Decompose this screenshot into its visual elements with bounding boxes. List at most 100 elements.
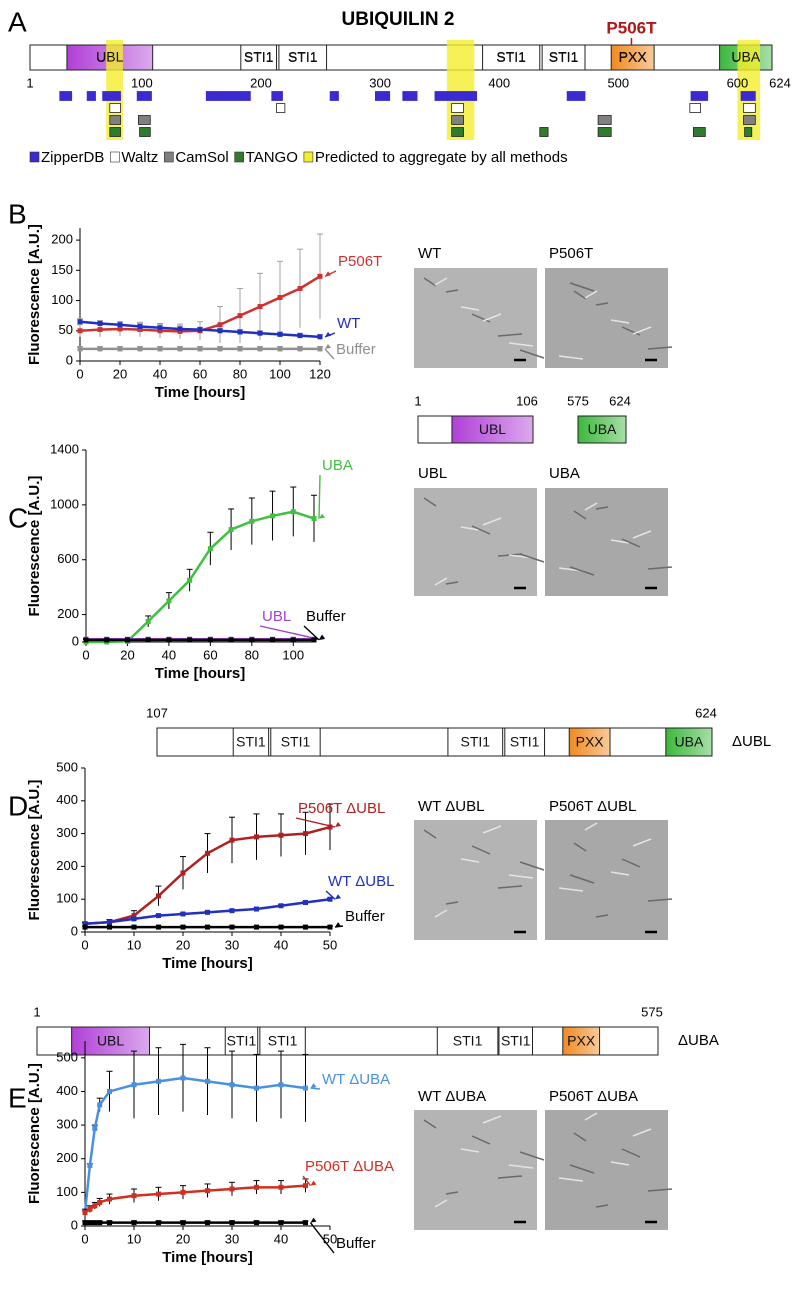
data-point xyxy=(131,916,137,922)
y-tick-label: 200 xyxy=(56,858,78,873)
fibril xyxy=(445,1191,459,1195)
track-segment xyxy=(743,103,756,113)
data-point xyxy=(229,908,235,914)
data-point xyxy=(137,346,143,352)
construct-name: ΔUBA xyxy=(678,1032,719,1049)
legend-swatch xyxy=(164,151,174,163)
panel-label: B xyxy=(8,198,27,229)
fibril xyxy=(460,1148,480,1153)
fibril xyxy=(558,887,584,892)
y-tick-label: 400 xyxy=(56,792,78,807)
fibril xyxy=(434,277,448,286)
micrograph-label: UBL xyxy=(418,465,447,482)
label-arrow xyxy=(334,925,344,928)
residue-tick: 400 xyxy=(488,75,510,90)
domain-label: PXX xyxy=(619,49,648,65)
data-point xyxy=(156,1191,161,1197)
track-segment xyxy=(740,91,756,101)
domain-label: UBL xyxy=(479,421,506,437)
data-point xyxy=(82,921,88,927)
data-point xyxy=(166,598,172,604)
micrograph xyxy=(545,1110,668,1230)
x-tick-label: 80 xyxy=(245,647,259,662)
data-point xyxy=(278,832,284,838)
fibril xyxy=(423,497,437,507)
series-label: Buffer xyxy=(345,908,385,925)
data-point xyxy=(254,834,259,840)
domain-label: STI1 xyxy=(549,49,579,65)
data-point xyxy=(205,1188,210,1194)
data-point xyxy=(303,831,308,837)
domain-label: STI1 xyxy=(510,734,540,750)
track-segment xyxy=(566,91,586,101)
data-point xyxy=(327,924,333,930)
data-point xyxy=(327,824,333,830)
y-tick-label: 100 xyxy=(56,1184,78,1199)
fibril xyxy=(434,909,448,918)
data-point xyxy=(107,1088,112,1094)
y-tick-label: 500 xyxy=(56,759,78,774)
x-tick-label: 50 xyxy=(323,937,337,952)
data-point xyxy=(205,909,210,915)
data-point xyxy=(131,1193,137,1199)
data-point xyxy=(229,1220,235,1226)
arrow-head xyxy=(325,271,331,277)
aggregation-region xyxy=(737,40,761,140)
domain xyxy=(447,727,504,757)
fibril xyxy=(519,349,545,359)
end-label: 575 xyxy=(641,1004,663,1019)
domain xyxy=(482,44,541,71)
data-point xyxy=(180,1189,186,1195)
fibril xyxy=(584,290,598,299)
data-point xyxy=(117,346,123,352)
data-point xyxy=(327,896,333,902)
data-point xyxy=(207,546,213,552)
data-point xyxy=(303,924,308,930)
arrow-head xyxy=(310,1217,317,1223)
fibril xyxy=(647,566,673,570)
data-point xyxy=(217,346,223,352)
domain-label: STI1 xyxy=(268,1033,298,1049)
data-point xyxy=(277,295,283,301)
series-line xyxy=(84,1184,306,1214)
data-point xyxy=(278,903,284,909)
x-axis-title: Time [hours] xyxy=(162,1249,253,1266)
x-axis-title: Time [hours] xyxy=(162,955,253,972)
y-axis-title: Fluorescence [A.U.] xyxy=(26,1063,43,1204)
fibril xyxy=(647,346,673,350)
fibril xyxy=(584,1112,598,1121)
fibril xyxy=(573,842,587,852)
data-point xyxy=(180,1075,186,1081)
data-point xyxy=(107,1196,112,1202)
data-point xyxy=(166,637,172,643)
track-segment xyxy=(109,103,121,113)
data-point xyxy=(290,637,296,643)
domain xyxy=(577,415,627,444)
data-point xyxy=(303,1220,308,1226)
fibril xyxy=(647,898,673,902)
track-segment xyxy=(434,91,478,101)
domain-label: STI1 xyxy=(244,49,274,65)
fibril xyxy=(482,517,502,526)
track-segment xyxy=(692,127,706,137)
data-point xyxy=(92,1203,98,1209)
series-label: WT xyxy=(337,315,360,332)
domain-label: STI1 xyxy=(461,734,491,750)
data-point xyxy=(277,331,283,337)
micrograph xyxy=(545,820,668,940)
data-point xyxy=(249,518,255,524)
fibril xyxy=(482,1115,502,1124)
data-point xyxy=(187,637,193,643)
label-arrow xyxy=(318,474,321,519)
data-point xyxy=(311,516,317,522)
data-point xyxy=(97,1199,103,1205)
micrograph xyxy=(545,488,668,596)
fibril xyxy=(460,526,480,531)
domain xyxy=(224,1026,259,1056)
data-point xyxy=(197,327,203,333)
micrograph-label: P506T xyxy=(549,245,593,262)
series-line xyxy=(86,510,315,644)
label-arrow xyxy=(310,1087,321,1090)
x-tick-label: 80 xyxy=(233,366,247,381)
domain-label: STI1 xyxy=(501,1033,531,1049)
